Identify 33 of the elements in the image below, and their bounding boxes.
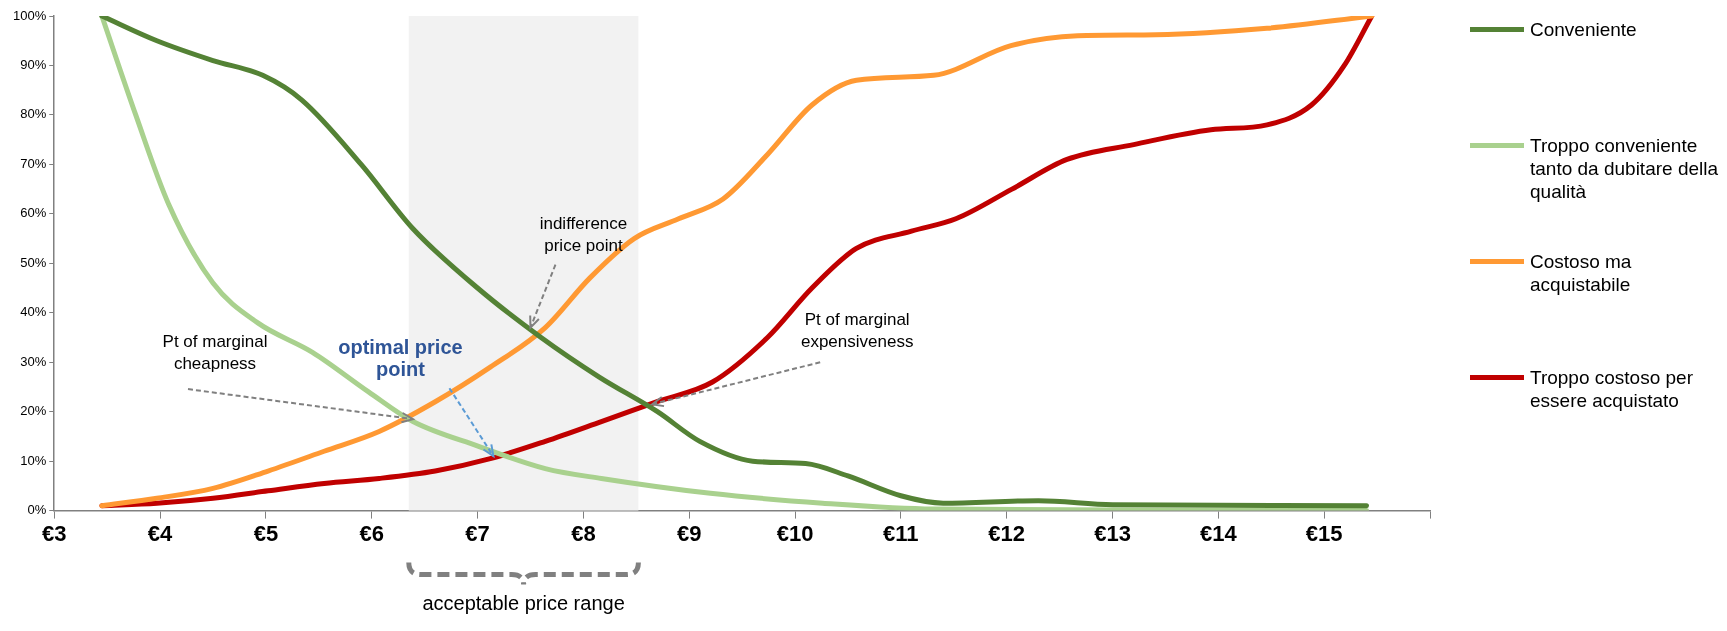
y-tick-label: 80% xyxy=(20,106,47,122)
x-tick-label: €11 xyxy=(883,520,919,546)
y-tick-label: 70% xyxy=(20,155,47,171)
x-tick-label: €14 xyxy=(1199,520,1238,546)
y-tick-label: 30% xyxy=(20,353,47,369)
x-tick-label: €15 xyxy=(1305,520,1343,546)
legend-label: Conveniente xyxy=(1530,18,1637,41)
annotation: Pt of marginal expensiveness xyxy=(800,310,914,352)
legend-label: Costoso ma acquistabile xyxy=(1530,250,1633,296)
legend-label: Troppo costoso per essere acquistato xyxy=(1530,366,1694,412)
y-tick-label: 100% xyxy=(13,7,47,23)
x-tick-label: €6 xyxy=(359,520,384,546)
y-tick-label: 0% xyxy=(27,502,47,518)
annotation: Pt of marginal cheapness xyxy=(162,332,268,374)
x-tick-label: €5 xyxy=(253,520,279,546)
annotation: indifference price point xyxy=(539,213,628,255)
x-tick-label: €9 xyxy=(676,520,702,546)
text: acceptable price range xyxy=(422,592,625,615)
x-tick-label: €10 xyxy=(776,520,814,546)
x-tick-label: €8 xyxy=(571,520,596,546)
x-tick-label: €13 xyxy=(1094,520,1131,546)
y-tick-label: 40% xyxy=(20,304,47,320)
y-tick-label: 50% xyxy=(20,254,47,270)
legend-label: Troppo conveniente tanto da dubitare della qualità xyxy=(1530,134,1720,203)
x-tick-label: €3 xyxy=(42,520,67,546)
y-tick-label: 60% xyxy=(20,205,47,221)
y-tick-label: 20% xyxy=(20,403,47,419)
annotation: optimal price point xyxy=(338,335,463,380)
x-tick-label: €7 xyxy=(465,520,490,546)
x-tick-label: €4 xyxy=(147,520,174,546)
y-tick-label: 10% xyxy=(20,452,47,468)
x-tick-label: €12 xyxy=(988,520,1026,546)
y-tick-label: 90% xyxy=(20,57,47,73)
